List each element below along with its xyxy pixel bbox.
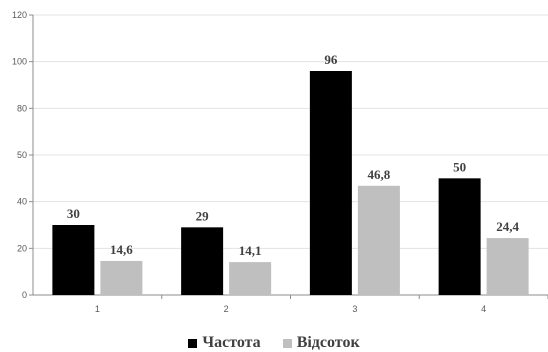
y-tick-label: 20 bbox=[17, 243, 27, 253]
legend-label-frequency: Частота bbox=[202, 334, 261, 351]
bars bbox=[52, 71, 529, 295]
bar-series-1 bbox=[309, 71, 352, 295]
data-label: 96 bbox=[324, 52, 338, 67]
bar-series-2 bbox=[357, 185, 400, 295]
y-tick-label: 120 bbox=[12, 10, 27, 20]
y-axis: 0 20 40 50 80 100 120 bbox=[12, 10, 34, 300]
y-tick-label: 100 bbox=[12, 57, 27, 67]
x-tick-label: 4 bbox=[481, 304, 486, 314]
legend-item-percent: Відсоток bbox=[282, 334, 360, 352]
bar-series-2 bbox=[486, 238, 529, 295]
data-label: 29 bbox=[196, 208, 210, 223]
data-label: 46,8 bbox=[368, 167, 391, 182]
y-tick-label: 80 bbox=[17, 103, 27, 113]
x-tick-label: 1 bbox=[95, 304, 100, 314]
legend-item-frequency: Частота bbox=[188, 334, 261, 352]
bar-series-1 bbox=[52, 225, 95, 295]
x-tick-label: 2 bbox=[224, 304, 229, 314]
bar-series-1 bbox=[181, 227, 224, 295]
y-tick-label: 50 bbox=[17, 150, 27, 160]
data-labels: 30 14,6 29 14,1 96 46,8 50 24,4 bbox=[67, 52, 520, 258]
bar-series-2 bbox=[229, 262, 272, 295]
data-label: 30 bbox=[67, 206, 80, 221]
legend-swatch-percent bbox=[282, 338, 292, 348]
data-label: 14,6 bbox=[110, 242, 133, 257]
legend: Частота Відсоток bbox=[0, 334, 548, 352]
y-tick-label: 40 bbox=[17, 197, 27, 207]
bar-chart: 0 20 40 50 80 100 120 1 2 3 4 30 14,6 29 14,1 96 46,8 5… bbox=[12, 10, 548, 314]
legend-swatch-frequency bbox=[188, 338, 198, 348]
gridlines bbox=[33, 14, 548, 296]
bar-series-1 bbox=[438, 178, 481, 295]
data-label: 24,4 bbox=[496, 219, 519, 234]
x-tick-label: 3 bbox=[352, 304, 357, 314]
legend-label-percent: Відсоток bbox=[296, 334, 360, 351]
y-tick-label: 0 bbox=[22, 290, 27, 300]
bar-series-2 bbox=[100, 260, 143, 295]
x-axis: 1 2 3 4 bbox=[33, 294, 548, 314]
data-label: 50 bbox=[453, 159, 466, 174]
data-label: 14,1 bbox=[239, 243, 262, 258]
